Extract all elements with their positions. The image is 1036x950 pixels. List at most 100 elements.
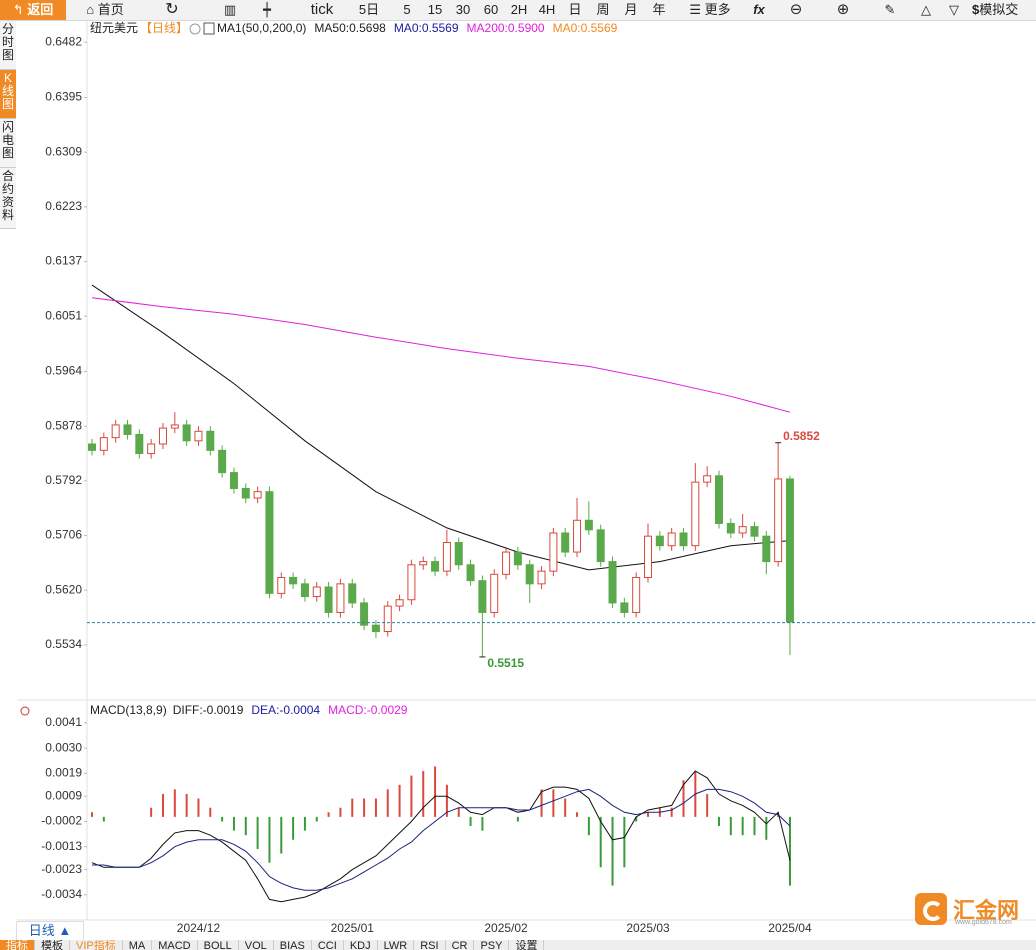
indicator-tab[interactable]: RSI [414,940,446,950]
period-button[interactable]: 周 [596,2,610,17]
candle-body [466,564,475,582]
macd-bar [386,789,389,817]
macd-bar [765,816,768,840]
chart-icon[interactable]: ▥ [223,2,237,17]
candle-body [383,605,392,633]
candle-body [454,542,463,566]
y-tick-label: 0.5620 [45,582,82,596]
y-tick-label: -0.0023 [41,862,82,876]
legend-item: DEA:-0.0004 [251,703,320,717]
y-tick-label: 0.0009 [45,788,82,802]
macd-bar [185,793,188,817]
trade-button[interactable]: $模拟交 [972,2,1019,17]
indicator-tab[interactable]: VOL [239,940,274,950]
macd-bar [682,780,685,817]
indicator-tab[interactable]: LWR [378,940,415,950]
indicator-tab[interactable]: 模板 [35,940,70,950]
period-selector[interactable]: 日线 ▲ [16,921,84,941]
indicator-tab[interactable]: KDJ [344,940,378,950]
indicator-title: MACD(13,8,9) [90,703,167,717]
x-tick-label: 2025/03 [626,921,670,935]
period-button[interactable]: 日 [568,2,582,17]
fx-button[interactable]: fx [753,2,765,17]
y-tick-label: -0.0013 [41,839,82,853]
indicator-tab[interactable]: BOLL [198,940,239,950]
indicator-tab[interactable]: CCI [312,940,344,950]
macd-bar [611,816,614,886]
candle-body [241,487,250,499]
y-tick-label: 0.0041 [45,715,82,729]
indicator-tab[interactable]: MACD [152,940,198,950]
up-icon[interactable]: △ [921,2,931,17]
indicator-tab[interactable]: CR [446,940,475,950]
home-button[interactable]: ⌂ 首页 [86,2,124,17]
y-tick-label: 0.5706 [45,528,82,542]
legend-item: MA0:0.5569 [394,21,459,35]
down-icon[interactable]: ▽ [949,2,959,17]
period-button[interactable]: 2H [510,2,528,17]
period-button[interactable]: 15 [427,2,443,17]
y-tick-label: 0.6309 [45,144,82,158]
candle-body [714,475,723,524]
macd-bar [481,816,484,831]
legend-item: MA0:0.5569 [553,21,618,35]
indicator-tab[interactable]: MA [123,940,153,950]
more-button[interactable]: ☰ 更多 [689,2,731,17]
side-tab[interactable]: 分时图 [0,21,16,70]
candle-icon[interactable]: ┿ [263,2,271,17]
period-button[interactable]: 年 [652,2,666,17]
indicator-tab[interactable]: 指标 [0,940,35,950]
macd-bar [623,816,626,868]
candle-body [750,526,759,537]
macd-bar [599,816,602,868]
y-tick-label: 0.6137 [45,254,82,268]
candle-body [608,561,617,604]
indicator-tabs: 指标 模板 VIP指标 MA MACD BOLL VOL BIAS CCI KDJ LWR RSI CR… [0,940,1036,950]
watermark-url: www.gold678.com [955,919,1012,926]
back-button[interactable]: ↰ 返回 [0,0,66,20]
draw-icon[interactable]: ✎ [884,2,896,17]
indicator-tab[interactable]: VIP指标 [70,940,123,950]
indicator-tab[interactable]: PSY [474,940,510,950]
candle-body [170,424,179,429]
candle-body [513,551,522,566]
period-button[interactable]: 60 [483,2,499,17]
period-button[interactable]: 5日 [358,2,380,17]
period-button[interactable]: 4H [538,2,556,17]
indicator-tab[interactable]: 设置 [509,940,545,950]
candle-body [111,424,120,439]
candle-body [289,576,298,585]
zoom-out[interactable]: ⊖ [789,1,803,18]
period-button[interactable]: 30 [455,2,471,17]
period-button[interactable]: 月 [624,2,638,17]
macd-bar [91,812,93,817]
macd-bar [315,816,318,822]
zoom-in[interactable]: ⊕ [836,1,850,18]
x-tick-label: 2025/01 [331,921,375,935]
candle-body [525,564,534,585]
macd-bar [706,793,709,817]
candle-body [300,583,309,598]
candle-body [596,529,605,563]
x-tick-label: 2024/12 [177,921,221,935]
settings-icon[interactable] [20,706,30,716]
indicator-tab[interactable]: BIAS [274,940,312,950]
candle-body [549,532,558,572]
candle-body [490,573,499,613]
candle-body [726,522,735,534]
refresh-icon[interactable]: ↻ [165,1,179,18]
y-tick-label: 0.5964 [45,364,82,378]
candle-body [419,561,428,566]
macd-bar [445,784,448,817]
period-button[interactable]: 5 [403,2,411,17]
macd-bar [635,816,638,822]
side-tab[interactable]: 合约资料 [0,168,16,229]
candle-body [182,424,191,442]
y-tick-label: -0.0002 [41,814,82,828]
side-tab[interactable]: 闪电图 [0,119,16,168]
y-tick-label: 0.0030 [45,740,82,754]
macd-bar [280,816,283,854]
period-button[interactable]: tick [310,1,334,18]
candle-body [265,491,274,594]
